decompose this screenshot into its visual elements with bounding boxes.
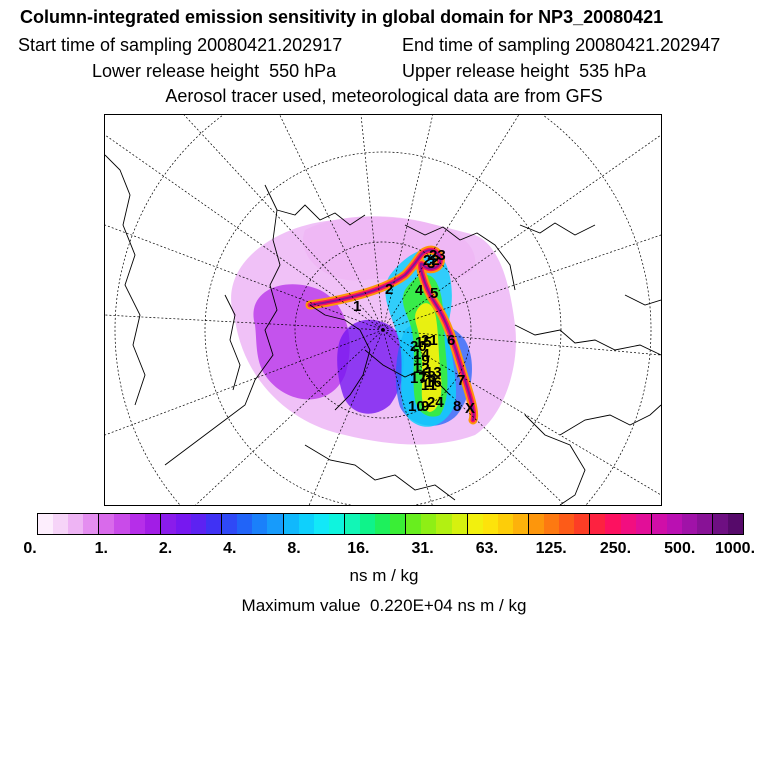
- end-time-label: End time of sampling 20080421.202947: [402, 35, 721, 55]
- traj-label-8: 8: [453, 398, 461, 415]
- traj-label-15: 15: [415, 334, 432, 351]
- colorbar-cell: [605, 514, 621, 534]
- traj-label-24: 24: [427, 394, 444, 411]
- colorbar-cell: [559, 514, 575, 534]
- traj-label-7: 7: [457, 372, 465, 389]
- colorbar-tick-label: 500.: [664, 540, 696, 557]
- lower-release-height-label: Lower release height 550 hPa: [92, 61, 337, 81]
- colorbar-cell: [589, 514, 606, 534]
- colorbar-cell: [620, 514, 636, 534]
- traj-label-5: 5: [430, 285, 438, 302]
- colorbar-cell: [728, 514, 744, 534]
- colorbar-cell: [666, 514, 682, 534]
- colorbar-cell: [206, 514, 222, 534]
- colorbar-cell: [237, 514, 253, 534]
- colorbar-cell: [421, 514, 437, 534]
- traj-label-2: 2: [385, 281, 393, 298]
- traj-label-13: 13: [425, 364, 442, 381]
- colorbar-cell: [466, 514, 483, 534]
- tracer-info-label: Aerosol tracer used, meteorological data…: [165, 86, 603, 106]
- colorbar-tick-label: 1.: [94, 540, 108, 557]
- colorbar-tick-label: 0.: [23, 540, 37, 557]
- colorbar-cell: [159, 514, 176, 534]
- traj-label-16: 16: [425, 374, 442, 391]
- colorbar-cell: [144, 514, 160, 534]
- colorbar-cell: [451, 514, 467, 534]
- colorbar-cell: [252, 514, 268, 534]
- colorbar-cell: [635, 514, 651, 534]
- traj-label-19: 19: [413, 352, 430, 369]
- colorbar-cell: [359, 514, 376, 534]
- colorbar-cell: [712, 514, 729, 534]
- colorbar: [37, 513, 744, 535]
- traj-label-9: 9: [421, 398, 429, 415]
- colorbar-tick-label: 31.: [411, 540, 434, 557]
- polar-map: 1 2 3 4 5 6 7 8 9 10 11 12 13 14 15 16 1…: [105, 115, 661, 505]
- colorbar-cell: [221, 514, 238, 534]
- colorbar-tick-label: 250.: [599, 540, 632, 557]
- colorbar-tick-label: 8.: [287, 540, 301, 557]
- colorbar-cell: [175, 514, 191, 534]
- traj-label-14: 14: [413, 346, 430, 363]
- trajectory-numbers: 1 2 3 4 5 6 7 8 9 10 11 12 13 14 15 16 1…: [353, 247, 475, 417]
- colorbar-cell: [38, 514, 54, 534]
- maximum-value-label: Maximum value 0.220E+04 ns m / kg: [241, 596, 527, 615]
- colorbar-cell: [697, 514, 713, 534]
- colorbar-tick-label: 2.: [158, 540, 173, 557]
- colorbar-cell: [83, 514, 99, 534]
- upper-release-height-label: Upper release height 535 hPa: [402, 61, 647, 81]
- traj-label-1: 1: [353, 298, 361, 315]
- traj-label-21: 21: [421, 332, 438, 349]
- plot-title: Column-integrated emission sensitivity i…: [20, 7, 664, 27]
- colorbar-cell: [313, 514, 329, 534]
- traj-label-3: 3: [427, 255, 435, 272]
- traj-label-11: 11: [421, 377, 437, 394]
- traj-label-22: 22: [423, 252, 440, 269]
- colorbar-cell: [436, 514, 452, 534]
- colorbar-cell: [544, 514, 560, 534]
- colorbar-cell: [343, 514, 360, 534]
- traj-label-20: 20: [410, 338, 427, 355]
- traj-label-4: 4: [415, 282, 424, 299]
- traj-label-10: 10: [408, 398, 425, 415]
- colorbar-tick-label: 63.: [475, 540, 499, 557]
- traj-label-18: 18: [419, 368, 436, 385]
- colorbar-cell: [53, 514, 69, 534]
- colorbar-tick-label: 125.: [535, 540, 567, 557]
- map-panel: 1 2 3 4 5 6 7 8 9 10 11 12 13 14 15 16 1…: [104, 114, 662, 506]
- colorbar-tick-label: 16.: [347, 540, 370, 557]
- traj-label-6: 6: [447, 332, 455, 349]
- colorbar-cell: [650, 514, 667, 534]
- colorbar-cell: [390, 514, 406, 534]
- colorbar-cell: [98, 514, 115, 534]
- coastlines: [105, 154, 661, 505]
- colorbar-cell: [574, 514, 590, 534]
- colorbar-cell: [512, 514, 528, 534]
- traj-label-17: 17: [410, 370, 427, 387]
- traj-label-12: 12: [413, 360, 430, 377]
- colorbar-tick-label: 1000.: [714, 540, 756, 557]
- colorbar-unit: ns m / kg: [349, 566, 419, 585]
- graticule: [105, 115, 661, 505]
- colorbar-tick-label: 4.: [223, 540, 237, 557]
- trajectory-end-marker: X: [465, 400, 475, 417]
- colorbar-cell: [267, 514, 283, 534]
- colorbar-cell: [190, 514, 207, 534]
- colorbar-cell: [528, 514, 545, 534]
- sensitivity-field: [231, 216, 516, 445]
- traj-label-23: 23: [429, 247, 446, 264]
- colorbar-cell: [129, 514, 145, 534]
- colorbar-cell: [405, 514, 422, 534]
- colorbar-cell: [482, 514, 498, 534]
- colorbar-cell: [328, 514, 344, 534]
- trajectory-ribbon: [305, 245, 479, 425]
- colorbar-cell: [497, 514, 513, 534]
- colorbar-cell: [114, 514, 130, 534]
- colorbar-cell: [298, 514, 314, 534]
- start-time-label: Start time of sampling 20080421.202917: [18, 35, 343, 55]
- colorbar-cell: [375, 514, 391, 534]
- colorbar-cell: [68, 514, 84, 534]
- colorbar-cell: [282, 514, 299, 534]
- colorbar-cell: [681, 514, 698, 534]
